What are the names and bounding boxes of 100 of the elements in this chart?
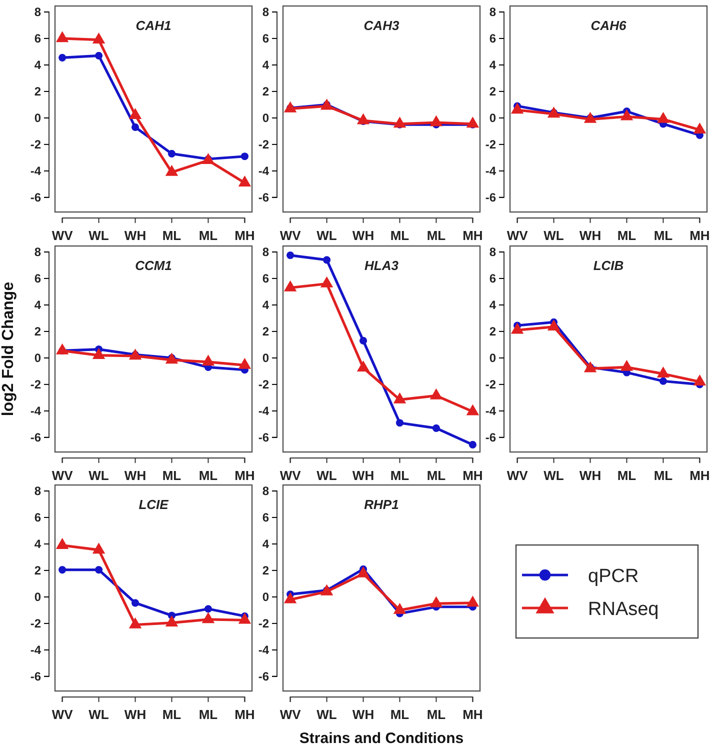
y-tick-label: 6	[34, 31, 42, 46]
y-tick-label: 0	[262, 350, 270, 365]
x-tick-label: WL	[544, 228, 564, 243]
x-tick-label: WV	[280, 228, 302, 243]
y-tick-label: -6	[258, 669, 270, 684]
y-tick-label: 4	[34, 536, 42, 551]
point	[131, 123, 140, 131]
point	[284, 101, 297, 112]
x-tick-label: ML	[162, 707, 182, 722]
y-tick-label: -2	[258, 616, 270, 630]
text: CAH1	[136, 18, 172, 33]
y-tick-label: 4	[262, 58, 270, 72]
point	[94, 566, 103, 574]
text: LCIE	[138, 497, 169, 512]
x-tick-label: ML	[617, 228, 636, 243]
legend-label: RNAseq	[588, 599, 659, 620]
x-tick-label: ML	[617, 468, 636, 483]
y-tick-label: 8	[489, 4, 496, 19]
point	[204, 605, 212, 613]
point	[393, 116, 406, 128]
y-tick-label: -2	[30, 616, 42, 630]
x-tick-label: ML	[426, 228, 446, 243]
point	[92, 542, 106, 554]
y-tick-label: 0	[262, 110, 270, 125]
x-tick-label: WL	[88, 468, 109, 483]
point	[238, 612, 252, 624]
y-tick-label: -4	[485, 164, 496, 178]
point	[547, 319, 560, 330]
point	[131, 599, 140, 607]
y-tick-label: 8	[262, 244, 270, 259]
point	[58, 54, 66, 62]
y-tick-label: -4	[258, 642, 270, 657]
point	[468, 440, 476, 448]
point	[240, 152, 248, 160]
x-tick-label: MH	[690, 228, 710, 243]
y-tick-label: 8	[34, 244, 42, 259]
x-tick-label: WL	[88, 228, 109, 243]
x-tick-label: WH	[124, 707, 146, 722]
point	[396, 419, 404, 427]
x-tick-label: MH	[462, 468, 483, 483]
y-tick-label: 2	[34, 563, 42, 578]
x-tick-label: WL	[316, 228, 337, 243]
y-tick-label: -2	[485, 377, 496, 392]
point	[359, 336, 368, 344]
point	[94, 52, 103, 60]
x-tick-label: WL	[544, 468, 564, 483]
y-tick-label: 8	[34, 4, 42, 19]
x-tick-label: ML	[198, 707, 218, 722]
point	[466, 404, 480, 416]
point	[320, 98, 334, 110]
x-tick-label: WV	[280, 468, 302, 483]
y-tick-label: 8	[34, 484, 42, 498]
y-axis-title: log2 Fold Change	[0, 282, 17, 416]
x-tick-label: WL	[316, 707, 337, 722]
x-tick-label: WH	[124, 468, 146, 483]
y-tick-label: 2	[262, 324, 270, 338]
y-tick-label: 0	[34, 110, 42, 125]
y-tick-label: 0	[489, 350, 496, 365]
y-tick-label: 0	[34, 350, 42, 365]
point	[656, 366, 670, 378]
x-tick-label: MH	[234, 228, 255, 243]
x-tick-label: WH	[579, 468, 602, 483]
x-axis-title: Strains and Conditions	[299, 730, 464, 744]
x-tick-label: MH	[462, 707, 483, 722]
y-tick-label: 6	[489, 31, 496, 46]
point	[286, 251, 294, 260]
point	[165, 615, 178, 626]
y-tick-label: -6	[30, 190, 42, 204]
point	[56, 538, 69, 549]
point	[466, 116, 480, 128]
point	[356, 113, 370, 124]
x-tick-label: MH	[234, 468, 255, 483]
point	[238, 176, 252, 187]
x-tick-label: ML	[390, 468, 410, 483]
x-tick-label: ML	[390, 707, 410, 722]
x-tick-label: MH	[462, 228, 483, 243]
y-tick-label: -2	[485, 137, 496, 152]
x-tick-label: ML	[426, 468, 446, 483]
y-tick-label: -6	[485, 190, 496, 204]
y-tick-label: 6	[34, 510, 42, 524]
point	[393, 392, 406, 404]
x-tick-label: ML	[654, 468, 673, 483]
x-tick-label: WV	[52, 468, 74, 483]
y-tick-label: 4	[34, 58, 42, 72]
x-tick-label: WV	[280, 707, 302, 722]
y-tick-label: 6	[34, 271, 42, 286]
text: HLA3	[364, 258, 400, 273]
y-tick-label: -4	[258, 404, 270, 418]
point	[320, 276, 334, 288]
y-tick-label: 0	[489, 110, 496, 125]
x-tick-label: WH	[352, 707, 374, 722]
x-tick-label: WV	[52, 228, 74, 243]
point	[693, 374, 706, 386]
y-tick-label: 4	[489, 298, 496, 312]
y-tick-label: 6	[262, 510, 270, 524]
y-tick-label: -6	[30, 430, 42, 444]
y-tick-label: 2	[489, 84, 496, 98]
y-tick-label: -6	[258, 430, 270, 444]
point	[584, 361, 597, 372]
x-tick-label: WV	[52, 707, 74, 722]
